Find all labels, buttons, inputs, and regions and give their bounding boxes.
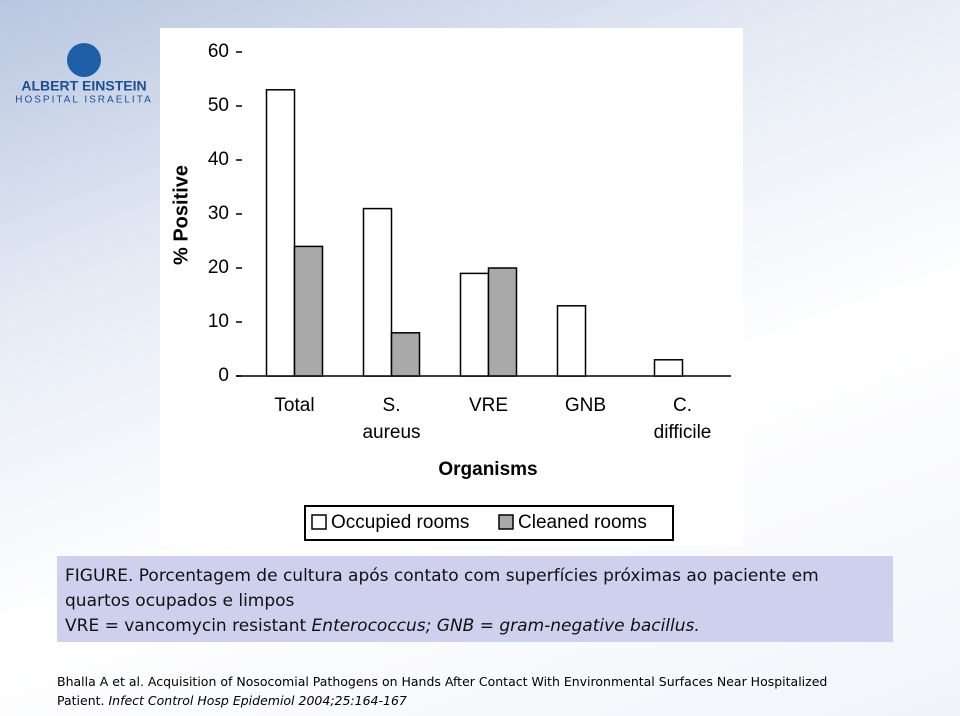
legend-box — [304, 505, 674, 541]
text-run: FIGURE. Porcentagem de cultura após cont… — [65, 566, 819, 586]
x-tick-label: VRE — [469, 395, 508, 416]
text-line: Bhalla A et al. Acquisition of Nosocomia… — [57, 672, 827, 691]
logo-icon — [67, 43, 101, 77]
x-tick-label: C. — [673, 395, 692, 416]
y-tick-label: 10 — [208, 311, 229, 332]
text-line: Patient. Infect Control Hosp Epidemiol 2… — [57, 691, 827, 710]
bar — [556, 305, 587, 377]
y-tick-label: 40 — [208, 149, 229, 170]
y-tick-label: 0 — [218, 365, 229, 386]
y-tick-label: 50 — [208, 95, 229, 116]
bar — [459, 272, 490, 377]
bar — [390, 332, 421, 377]
legend-swatch — [311, 514, 327, 530]
text-run: Bhalla A et al. Acquisition of Nosocomia… — [57, 674, 828, 689]
x-tick-label: difficile — [654, 422, 712, 443]
legend-label: Occupied rooms — [331, 512, 469, 533]
logo-subtitle: HOSPITAL ISRAELITA — [15, 95, 153, 106]
y-axis-title: % Positive — [170, 165, 192, 265]
x-tick-label: aureus — [362, 422, 420, 443]
reference: Bhalla A et al. Acquisition of Nosocomia… — [57, 672, 827, 710]
legend-label: Cleaned rooms — [518, 512, 647, 533]
text-run: Patient. — [57, 693, 109, 708]
chart-background — [160, 28, 743, 546]
text-line: quartos ocupados e limpos — [65, 589, 885, 614]
y-tick-label: 30 — [208, 203, 229, 224]
bar — [265, 89, 296, 377]
logo-name: ALBERT EINSTEIN — [21, 78, 146, 94]
text-run: VRE = vancomycin resistant — [65, 616, 312, 636]
text-line: FIGURE. Porcentagem de cultura após cont… — [65, 564, 885, 589]
bar — [487, 267, 518, 377]
text-line: VRE = vancomycin resistant Enterococcus;… — [65, 614, 885, 639]
legend-swatch — [498, 514, 514, 530]
bar — [653, 359, 684, 377]
y-tick-label: 20 — [208, 257, 229, 278]
bar — [293, 245, 324, 377]
x-tick-label: Total — [274, 395, 314, 416]
caption: FIGURE. Porcentagem de cultura após cont… — [57, 556, 893, 642]
x-tick-label: S. — [383, 395, 401, 416]
x-tick-label: GNB — [565, 395, 606, 416]
y-tick-label: 60 — [208, 41, 229, 62]
bar — [362, 207, 393, 377]
text-run: Enterococcus; GNB = gram-negative bacill… — [311, 616, 700, 636]
text-run: Infect Control Hosp Epidemiol 2004;25:16… — [108, 693, 407, 708]
text-run: quartos ocupados e limpos — [65, 591, 295, 611]
x-axis-title: Organisms — [438, 459, 537, 480]
